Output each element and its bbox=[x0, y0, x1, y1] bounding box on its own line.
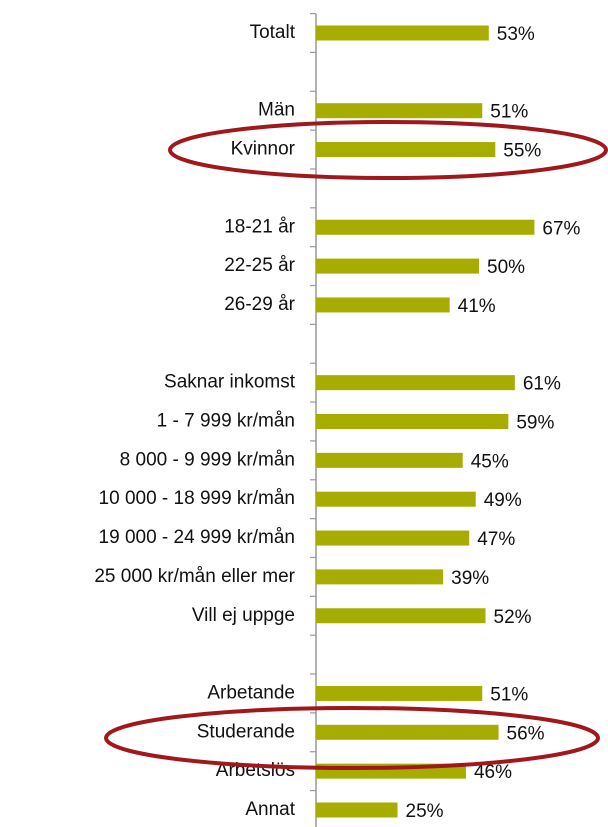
value-label: 49% bbox=[484, 490, 522, 511]
bar bbox=[316, 142, 496, 158]
value-label: 61% bbox=[523, 374, 561, 395]
category-label: 10 000 - 18 999 kr/mån bbox=[99, 488, 295, 509]
bar bbox=[316, 491, 476, 507]
category-label: Kvinnor bbox=[231, 139, 296, 160]
category-label: 19 000 - 24 999 kr/mån bbox=[99, 527, 295, 548]
value-label: 67% bbox=[542, 218, 580, 239]
category-label: Män bbox=[258, 100, 295, 121]
bar bbox=[316, 375, 515, 391]
value-label: 56% bbox=[507, 723, 545, 744]
bar bbox=[316, 802, 398, 818]
value-label: 46% bbox=[474, 762, 512, 783]
category-label: 1 - 7 999 kr/mån bbox=[157, 411, 295, 432]
bar bbox=[316, 724, 499, 740]
bar bbox=[316, 608, 486, 624]
value-label: 47% bbox=[477, 529, 515, 550]
plot: Totalt 53% Män 51% Kvinnor 55% 18-21 år 67% 22-2… bbox=[94, 12, 581, 822]
bar bbox=[316, 569, 444, 585]
value-label: 50% bbox=[487, 257, 525, 278]
value-label: 55% bbox=[503, 141, 541, 162]
category-label: 18-21 år bbox=[224, 216, 295, 237]
value-label: 25% bbox=[406, 801, 444, 822]
category-label: 8 000 - 9 999 kr/mån bbox=[120, 449, 295, 470]
bar bbox=[316, 219, 535, 235]
highlight-ellipse bbox=[104, 706, 600, 770]
value-label: 51% bbox=[490, 102, 528, 123]
value-label: 53% bbox=[497, 24, 535, 45]
category-label: 26-29 år bbox=[224, 294, 295, 315]
value-label: 41% bbox=[458, 296, 496, 317]
category-label: Saknar inkomst bbox=[164, 372, 296, 393]
value-label: 39% bbox=[451, 568, 489, 589]
category-label: Totalt bbox=[250, 22, 296, 43]
category-label: Studerande bbox=[197, 721, 295, 742]
value-label: 59% bbox=[516, 413, 554, 434]
value-label: 45% bbox=[471, 451, 509, 472]
bar bbox=[316, 414, 509, 429]
category-label: Arbetande bbox=[207, 682, 295, 703]
bar bbox=[316, 452, 463, 468]
category-label: 25 000 kr/mån eller mer bbox=[94, 566, 295, 587]
value-label: 51% bbox=[490, 684, 528, 705]
bar bbox=[316, 297, 450, 313]
bar bbox=[316, 258, 479, 274]
bar bbox=[316, 530, 470, 546]
category-label: Annat bbox=[245, 799, 295, 820]
value-label: 52% bbox=[494, 607, 532, 628]
highlight-ellipse bbox=[168, 120, 608, 180]
bar bbox=[316, 685, 483, 701]
bar bbox=[316, 103, 483, 119]
category-label: 22-25 år bbox=[224, 255, 295, 276]
category-label: Vill ej uppge bbox=[192, 605, 295, 626]
bar bbox=[316, 25, 489, 41]
